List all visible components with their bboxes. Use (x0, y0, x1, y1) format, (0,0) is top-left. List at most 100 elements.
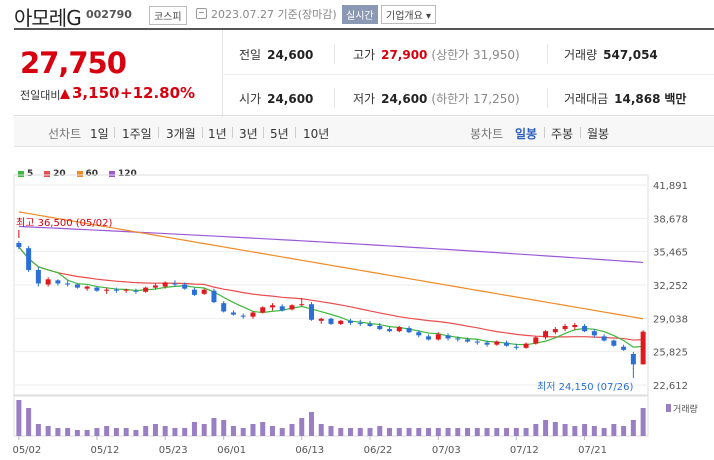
candle-body (513, 346, 519, 348)
y-tick-label: 25,825 (653, 348, 688, 359)
period-3m[interactable]: 3개월 (166, 127, 196, 141)
candle-body (377, 325, 383, 330)
candle-body (94, 287, 100, 291)
low-label: 저가 (353, 92, 376, 106)
candlestick-chart[interactable]: 41,891 38,678 35,465 32,252 29,038 25,825 22,6… (0, 160, 714, 460)
period-3y[interactable]: 3년 (239, 127, 258, 141)
candle-body (113, 289, 119, 291)
x-tick-label: 07/21 (578, 445, 607, 456)
y-tick-label: 35,465 (653, 248, 688, 259)
candle-body (572, 324, 578, 328)
period-10y[interactable]: 10년 (303, 127, 330, 141)
volume-bar (543, 420, 549, 436)
period-selector: 선차트 1일 1주일 3개월 1년 3년 5년 10년 봉차트 일봉 주봉 월봉 (14, 117, 714, 147)
amount-label: 거래대금 (564, 92, 609, 106)
realtime-button[interactable]: 실시간 (342, 5, 378, 24)
candle-body (211, 290, 217, 303)
volume-bar (191, 422, 197, 436)
volume-bar (572, 426, 578, 436)
candle-body (123, 289, 129, 291)
y-tick-label: 38,678 (653, 214, 688, 225)
candle-body (162, 282, 168, 287)
volume-legend-swatch (666, 404, 671, 412)
volume-bar (611, 424, 617, 436)
candle-body (250, 312, 256, 317)
candle-body (406, 328, 412, 333)
line-chart-label: 선차트 (48, 127, 82, 141)
volume-bar (240, 428, 246, 436)
legend-ma60: 60 (76, 169, 98, 179)
volume-bar (591, 426, 597, 436)
candle-body (289, 305, 295, 310)
legend-ma120: 120 (108, 169, 137, 179)
volume-bar (289, 424, 295, 436)
candle-body (533, 337, 539, 344)
x-tick-label: 06/22 (364, 445, 393, 456)
high-annotation: 최고 36,500 (05/02) (16, 217, 112, 229)
period-1d[interactable]: 1일 (90, 127, 109, 141)
candle-body (152, 285, 158, 288)
legend-ma20-label: 20 (53, 169, 66, 179)
volume-bar (445, 428, 451, 436)
volume-bar (104, 426, 110, 436)
x-tick-label: 05/23 (159, 445, 188, 456)
candle-body (640, 331, 646, 365)
candle-daily[interactable]: 일봉 (515, 127, 538, 141)
market-tag: 코스피 (149, 6, 187, 25)
candle-body (143, 287, 149, 292)
candle-body (201, 289, 207, 294)
candle-body (308, 304, 314, 320)
candle-body (260, 307, 266, 313)
volume-bar (260, 422, 266, 436)
candle-body (318, 318, 324, 321)
candle-monthly[interactable]: 월봉 (587, 127, 610, 141)
candle-body (582, 325, 588, 332)
change-label: 전일대비 (20, 89, 61, 102)
period-1w[interactable]: 1주일 (122, 127, 152, 141)
volume-bar (152, 424, 158, 436)
candle-body (474, 341, 480, 343)
volume-label: 거래량 (564, 48, 598, 62)
divider (334, 88, 335, 108)
low-annotation: 최저 24,150 (07/26) (537, 381, 633, 393)
divider (334, 44, 335, 64)
volume-bar (504, 428, 510, 436)
y-tick-label: 22,612 (653, 381, 688, 392)
calendar-icon (196, 8, 207, 19)
period-5y[interactable]: 5년 (270, 127, 289, 141)
candle-body (455, 338, 461, 340)
x-tick-label: 05/02 (12, 445, 41, 456)
candle-body (591, 331, 597, 336)
prev-close-value: 24,600 (267, 48, 314, 62)
stock-header: 아모레G 002790 코스피 2023.07.27 기준(장마감) 실시간 기… (0, 0, 714, 30)
candle-body (104, 289, 110, 291)
company-info-button[interactable]: 기업개요 ▾ (381, 5, 436, 24)
legend-ma5: 5 (18, 169, 33, 179)
high-label: 고가 (353, 48, 376, 62)
base-date: 2023.07.27 기준(장마감) (211, 8, 337, 21)
candle-body (562, 325, 568, 330)
divider (547, 88, 548, 108)
volume-bar (74, 430, 80, 436)
volume-bar (494, 428, 500, 436)
volume-bar (523, 428, 529, 436)
volume-bar (308, 412, 314, 436)
candle-body (396, 327, 402, 332)
y-tick-label: 29,038 (653, 314, 688, 325)
legend-ma5-label: 5 (27, 169, 34, 179)
price-summary: 27,750 전일대비 3,150 +12.80% 전일 24,600 고가 27,… (14, 28, 714, 118)
period-1y[interactable]: 1년 (208, 127, 227, 141)
change-value: 3,150 (72, 84, 120, 102)
x-tick-label: 07/03 (432, 445, 461, 456)
candle-weekly[interactable]: 주봉 (551, 127, 574, 141)
candle-body (601, 336, 607, 341)
y-tick-label: 41,891 (653, 181, 688, 192)
volume-bar (123, 428, 129, 436)
amount-value: 14,868 (614, 92, 661, 106)
candle-body (416, 332, 422, 336)
volume-bar (269, 426, 275, 436)
divider (547, 44, 548, 64)
volume-bar (221, 420, 227, 436)
volume-bar (230, 426, 236, 436)
volume-bar (357, 428, 363, 436)
